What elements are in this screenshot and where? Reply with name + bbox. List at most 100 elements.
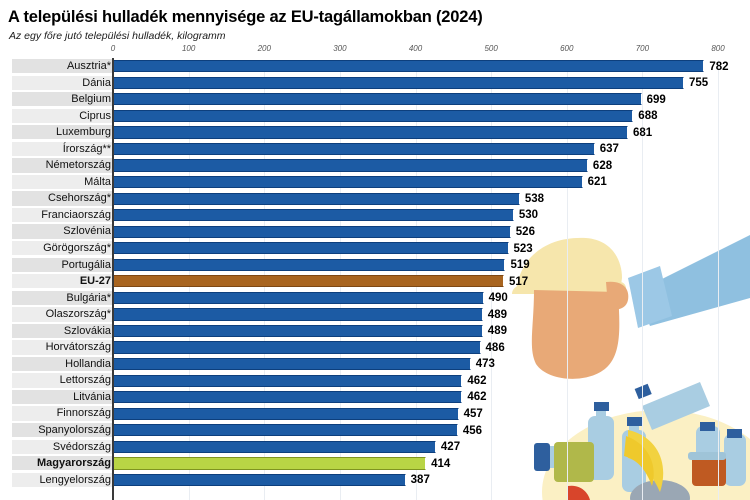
value-bar[interactable] <box>113 242 509 255</box>
table-row[interactable]: Németország 628 <box>0 157 750 174</box>
value-bar[interactable] <box>113 225 511 238</box>
value-bar[interactable] <box>113 358 471 371</box>
country-label: Ciprus <box>79 109 111 122</box>
table-row[interactable]: Csehország* 538 <box>0 190 750 207</box>
value-bar[interactable] <box>113 60 705 73</box>
table-row[interactable]: Szlovénia 526 <box>0 223 750 240</box>
table-row[interactable]: Málta 621 <box>0 174 750 191</box>
value-label: 519 <box>510 259 530 272</box>
row-label-band <box>12 356 113 372</box>
country-label: Szlovénia <box>63 225 111 238</box>
value-bar[interactable] <box>113 209 514 222</box>
value-label: 628 <box>592 159 613 172</box>
table-row[interactable]: Dánia 755 <box>0 75 750 92</box>
row-label-band <box>12 108 113 123</box>
row-label-band <box>12 307 113 322</box>
x-axis-ticks: 0 100 200 300 400 500 600 700 800 <box>0 44 750 60</box>
value-bar[interactable] <box>113 291 484 305</box>
row-label-band <box>12 158 113 173</box>
x-tick-800: 800 <box>711 44 725 53</box>
country-label: Portugália <box>61 258 111 271</box>
country-label: Bulgária* <box>66 291 111 304</box>
table-row[interactable]: Svédország 427 <box>0 439 750 456</box>
table-row[interactable]: Görögország* 523 <box>0 240 750 257</box>
row-label-band <box>12 241 113 256</box>
table-row[interactable]: Spanyolország 456 <box>0 422 750 439</box>
country-label: Finnország <box>56 407 111 420</box>
table-row[interactable]: Hollandia 473 <box>0 356 750 373</box>
value-bar[interactable] <box>113 473 406 487</box>
value-bar[interactable] <box>113 407 459 420</box>
table-row[interactable]: Lettország 462 <box>0 372 750 389</box>
value-bar[interactable] <box>113 76 684 89</box>
value-label: 489 <box>487 308 507 321</box>
table-row[interactable]: Franciaország 530 <box>0 207 750 224</box>
value-bar[interactable] <box>113 159 588 172</box>
value-bar[interactable] <box>113 109 634 123</box>
row-label-band <box>12 290 113 305</box>
table-row[interactable]: Magyarország 414 <box>0 455 750 472</box>
country-label: Dánia <box>82 76 111 89</box>
x-tick-600: 600 <box>560 44 574 53</box>
table-row[interactable]: Ausztria* 782 <box>0 58 750 75</box>
value-label: 517 <box>508 275 529 288</box>
value-bar[interactable] <box>113 93 642 106</box>
value-bar[interactable] <box>113 424 458 437</box>
table-row[interactable]: Finnország 457 <box>0 405 750 422</box>
row-label-band <box>12 389 113 405</box>
row-label-band <box>12 191 113 206</box>
value-bar[interactable] <box>113 457 427 470</box>
table-row[interactable]: Szlovákia 489 <box>0 323 750 340</box>
value-bar[interactable] <box>113 341 481 354</box>
value-bar[interactable] <box>113 126 628 139</box>
table-row[interactable]: Portugália 519 <box>0 257 750 274</box>
value-label: 462 <box>467 374 487 387</box>
country-label: Szlovákia <box>63 324 111 337</box>
value-label: 526 <box>515 225 535 238</box>
worker-with-waste-pile-illustration <box>512 235 750 500</box>
value-bar[interactable] <box>113 374 463 387</box>
x-tick-700: 700 <box>635 44 650 53</box>
value-label: 427 <box>440 441 461 454</box>
table-row[interactable]: Bulgária* 490 <box>0 290 750 307</box>
country-label: Luxemburg <box>55 126 111 139</box>
table-row[interactable]: Luxemburg 681 <box>0 124 750 141</box>
gridline-700 <box>642 60 644 500</box>
table-row[interactable]: Ciprus 688 <box>0 108 750 125</box>
value-bar[interactable] <box>113 275 504 288</box>
value-label: 688 <box>638 110 658 123</box>
row-label-band <box>12 59 113 74</box>
value-label: 530 <box>518 209 538 222</box>
row-label-band <box>12 472 113 487</box>
row-label-band <box>12 224 113 239</box>
country-label: Írország** <box>62 142 111 155</box>
row-label-band <box>12 274 113 289</box>
value-bar[interactable] <box>113 176 583 189</box>
value-bar[interactable] <box>113 391 463 404</box>
value-label: 489 <box>487 325 507 338</box>
table-row[interactable]: Horvátország 486 <box>0 339 750 356</box>
value-bar[interactable] <box>113 324 483 338</box>
value-bar[interactable] <box>113 192 520 205</box>
table-row[interactable]: Lengyelország 387 <box>0 472 750 489</box>
value-bar[interactable] <box>113 258 506 271</box>
table-row[interactable]: Írország** 637 <box>0 141 750 158</box>
value-bar[interactable] <box>113 440 436 453</box>
table-row[interactable]: EU-27 517 <box>0 273 750 290</box>
row-label-band <box>12 373 113 388</box>
table-row[interactable]: Litvánia 462 <box>0 389 750 406</box>
country-label: Lengyelország <box>39 473 111 486</box>
value-label: 523 <box>513 242 533 255</box>
value-bar[interactable] <box>113 142 595 156</box>
row-label-band <box>12 92 113 107</box>
value-label: 637 <box>599 143 619 156</box>
country-label: EU-27 <box>79 275 111 288</box>
table-row[interactable]: Belgium 699 <box>0 91 750 108</box>
value-label: 490 <box>488 292 508 305</box>
table-row[interactable]: Olaszország* 489 <box>0 306 750 323</box>
country-label: Görögország* <box>43 242 111 255</box>
page-subtitle: Az egy főre jutó települési hulladék, ki… <box>9 30 226 42</box>
value-bar[interactable] <box>113 308 483 321</box>
country-label: Spanyolország <box>38 424 111 437</box>
